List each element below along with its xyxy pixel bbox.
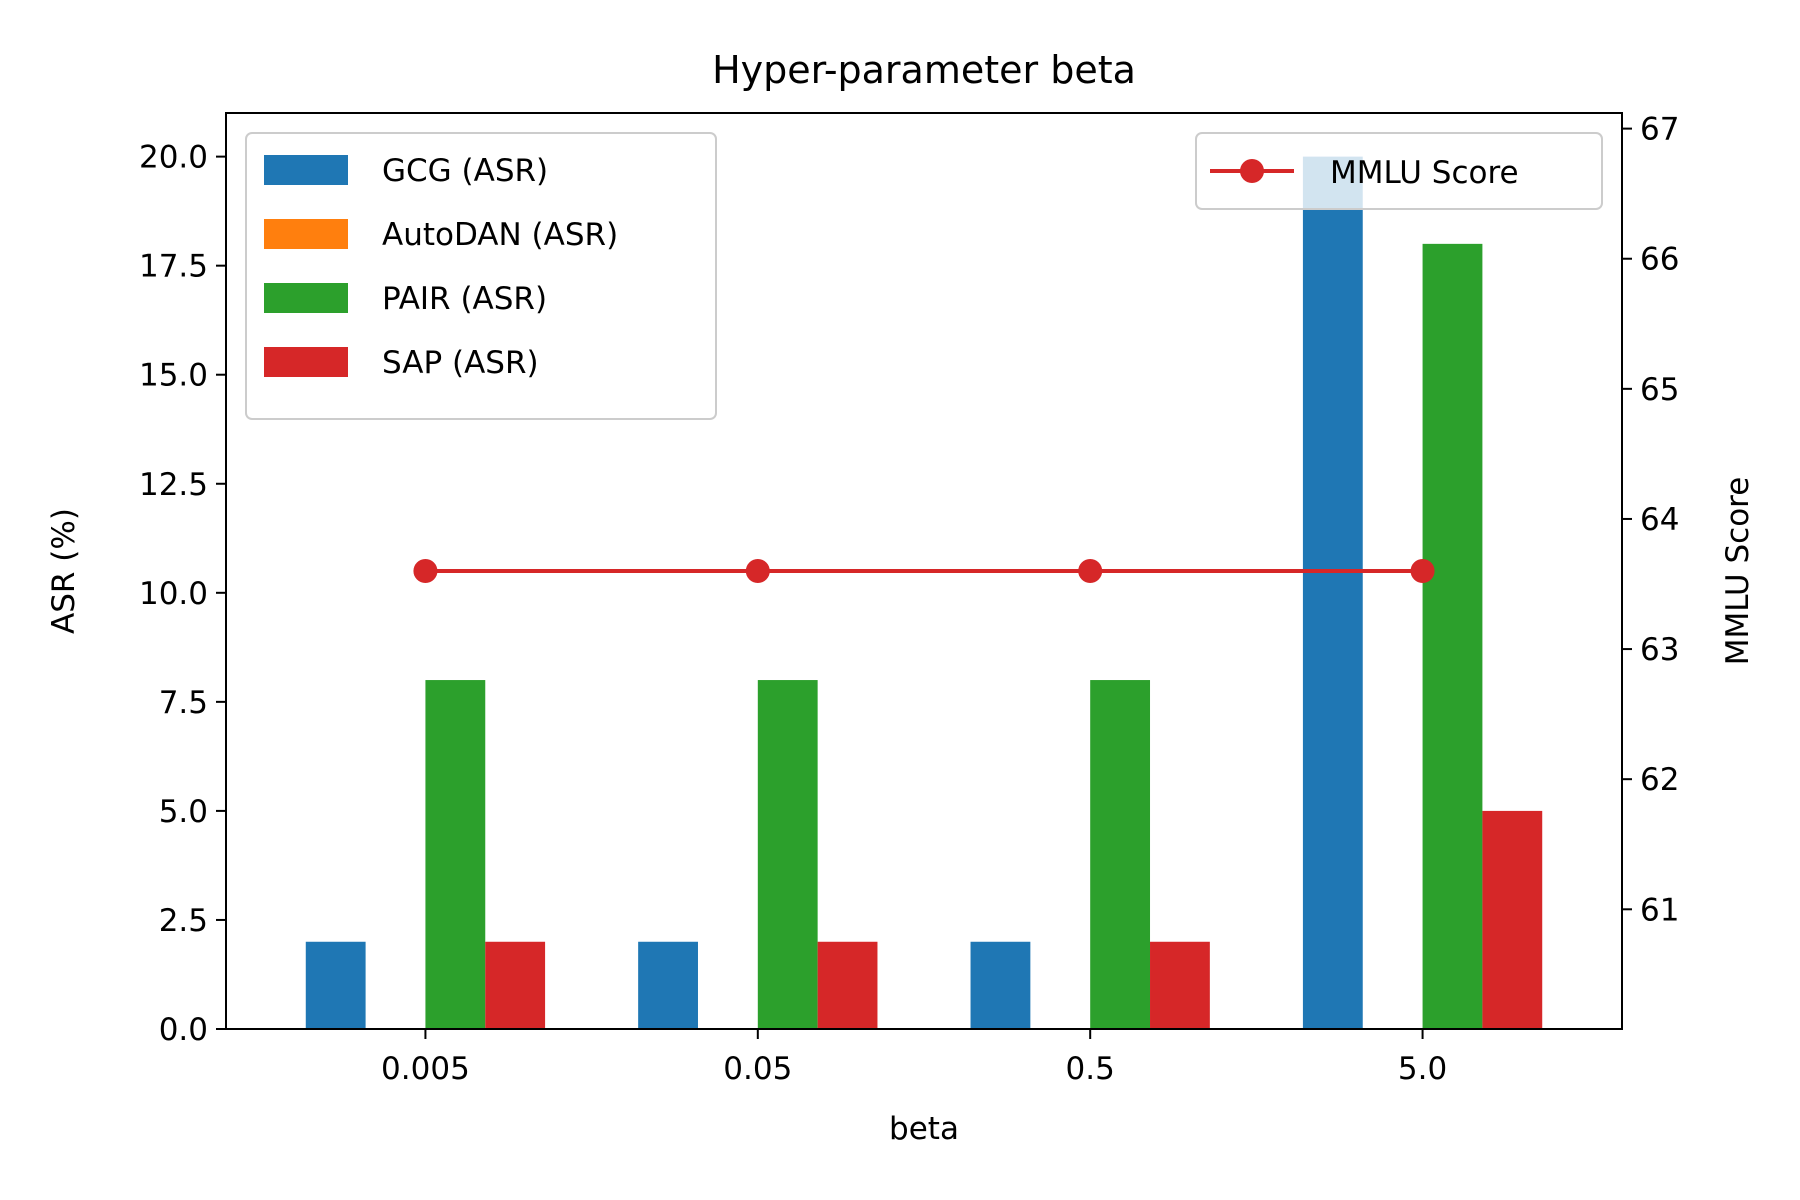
- legend-bars: GCG (ASR) AutoDAN (ASR) PAIR (ASR) SAP (ASR…: [245, 132, 717, 420]
- y-tick-label: 10.0: [139, 576, 208, 612]
- y2-tick-label: 65: [1640, 372, 1679, 408]
- y2-tick-label: 66: [1640, 242, 1679, 278]
- legend-label: PAIR (ASR): [382, 281, 547, 317]
- chart-title: Hyper-parameter beta: [712, 48, 1136, 92]
- bar: [1302, 156, 1363, 1030]
- legend-line-box: [1195, 132, 1603, 210]
- bar: [1150, 941, 1210, 1029]
- y-tick-label: 17.5: [139, 249, 208, 285]
- legend-swatch: [264, 283, 348, 313]
- legend-label: AutoDAN (ASR): [382, 217, 618, 253]
- y2-tick-label: 62: [1640, 762, 1679, 798]
- bar: [425, 680, 486, 1029]
- y-tick-label: 5.0: [159, 794, 208, 830]
- y-tick-label: 12.5: [139, 467, 208, 503]
- left-axis: 0.0 2.5 5.0 7.5 10.0 12.5 15.0 17.5 20.0: [139, 140, 226, 1048]
- bar: [1482, 810, 1543, 1029]
- legend-line-label: MMLU Score: [1330, 155, 1519, 191]
- y2-axis-label: MMLU Score: [1720, 477, 1756, 666]
- bar: [970, 941, 1031, 1029]
- bar: [1090, 680, 1151, 1029]
- y-axis-label: ASR (%): [46, 508, 82, 634]
- y-tick-label: 7.5: [159, 685, 208, 721]
- bars-layer: [305, 156, 1543, 1030]
- legend-line-marker: [1240, 159, 1264, 183]
- x-tick-label: 0.005: [381, 1051, 470, 1087]
- legend-swatch: [264, 219, 348, 249]
- bar: [485, 941, 546, 1029]
- y-tick-label: 15.0: [139, 358, 208, 394]
- legend-swatch: [264, 347, 348, 377]
- legend-label: SAP (ASR): [382, 345, 539, 381]
- x-tick-label: 0.05: [723, 1051, 792, 1087]
- mmlu-point: [413, 559, 438, 583]
- mmlu-point: [1410, 559, 1435, 583]
- y2-tick-label: 61: [1640, 892, 1679, 928]
- x-tick-label: 5.0: [1398, 1051, 1447, 1087]
- legend-label: GCG (ASR): [382, 153, 548, 189]
- bar: [817, 941, 878, 1029]
- y2-tick-label: 64: [1640, 502, 1679, 538]
- legend-bars-box: [245, 132, 717, 420]
- y2-tick-label: 67: [1640, 112, 1679, 148]
- mmlu-point: [745, 559, 770, 583]
- plot-frame: [225, 112, 1623, 1030]
- x-axis: 0.005 0.05 0.5 5.0: [381, 1029, 1447, 1087]
- bar: [757, 680, 818, 1029]
- mmlu-point: [1078, 559, 1103, 583]
- y-tick-label: 2.5: [159, 903, 208, 939]
- legend-swatch: [264, 155, 348, 185]
- x-tick-label: 0.5: [1066, 1051, 1115, 1087]
- right-axis: 61 62 63 64 65 66 67: [1622, 112, 1679, 928]
- mmlu-line-layer: [413, 559, 1435, 583]
- x-axis-label: beta: [889, 1111, 959, 1147]
- y2-tick-label: 63: [1640, 632, 1679, 668]
- bar: [305, 941, 366, 1029]
- bar: [1422, 243, 1483, 1029]
- bar: [638, 941, 698, 1029]
- y-tick-label: 20.0: [139, 140, 208, 176]
- y-tick-label: 0.0: [159, 1012, 208, 1048]
- legend-line: MMLU Score: [1195, 132, 1603, 210]
